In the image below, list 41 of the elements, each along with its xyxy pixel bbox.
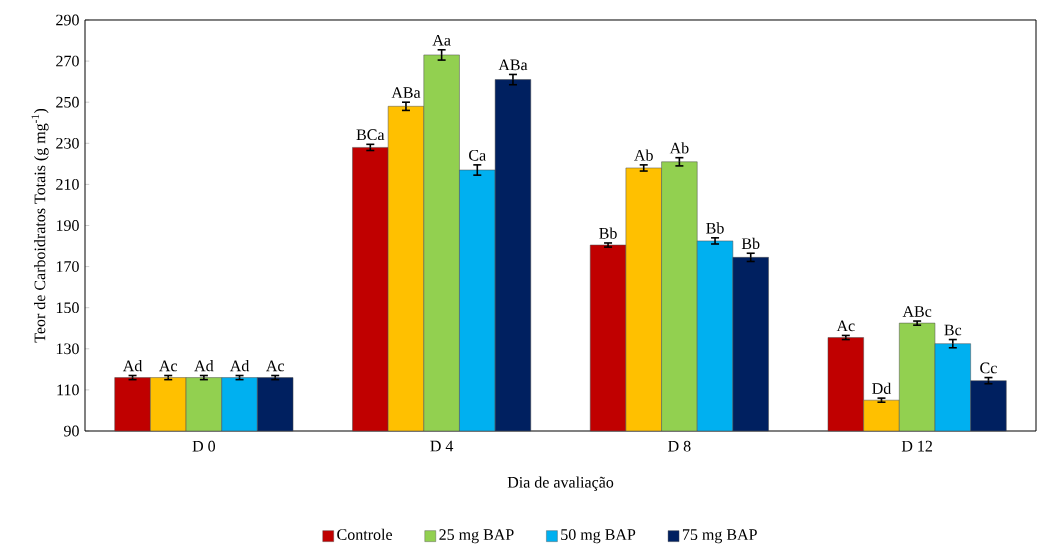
y-tick-label: 230 — [56, 137, 79, 149]
legend-label: 75 mg BAP — [682, 529, 757, 544]
y-tick-label: 130 — [56, 343, 79, 355]
data-label: Ac — [159, 360, 178, 372]
data-label: Ab — [634, 149, 653, 161]
data-label: Ad — [122, 360, 143, 372]
y-tick-label: 270 — [56, 55, 79, 67]
y-tick-label: 190 — [56, 220, 79, 231]
data-label: ABa — [391, 87, 421, 98]
x-tick-label: D 8 — [668, 440, 691, 452]
y-tick-label: 170 — [56, 261, 79, 272]
data-label: Ad — [229, 360, 250, 372]
data-label: ABc — [902, 306, 932, 317]
data-label: BCa — [356, 129, 385, 141]
legend-label: 50 mg BAP — [561, 529, 636, 544]
data-label: Cc — [980, 362, 997, 374]
y-tick-label: 150 — [56, 302, 79, 314]
data-label: Dd — [872, 382, 892, 394]
data-label: Bb — [706, 222, 724, 234]
legend-label: Controle — [337, 528, 393, 540]
data-label: Aa — [432, 34, 451, 46]
data-label: Bc — [944, 324, 962, 336]
data-label: Bb — [741, 237, 760, 250]
x-tick-label: D 0 — [192, 440, 216, 452]
data-label: Ad — [194, 360, 214, 372]
data-label: Ab — [669, 142, 689, 154]
x-tick-label: D 4 — [430, 440, 454, 452]
legend-label: 25 mg BAP — [439, 529, 514, 544]
y-tick-label: 210 — [56, 179, 79, 190]
y-tick-label: 290 — [56, 14, 79, 26]
x-axis-title: Dia de avaliação — [507, 476, 614, 491]
y-tick-label: 90 — [63, 425, 79, 437]
data-label: Ac — [266, 360, 285, 372]
y-tick-label: 250 — [56, 96, 79, 108]
data-label: Ac — [836, 320, 855, 332]
data-label: ABa — [498, 59, 528, 71]
y-axis-title: Teor de Carboidratos Totais (g mg$^{-1}$) — [31, 108, 49, 343]
data-label: Ca — [469, 149, 486, 161]
data-label: Bb — [599, 227, 617, 239]
x-tick-label: D 12 — [901, 440, 933, 452]
y-tick-label: 110 — [57, 384, 79, 396]
